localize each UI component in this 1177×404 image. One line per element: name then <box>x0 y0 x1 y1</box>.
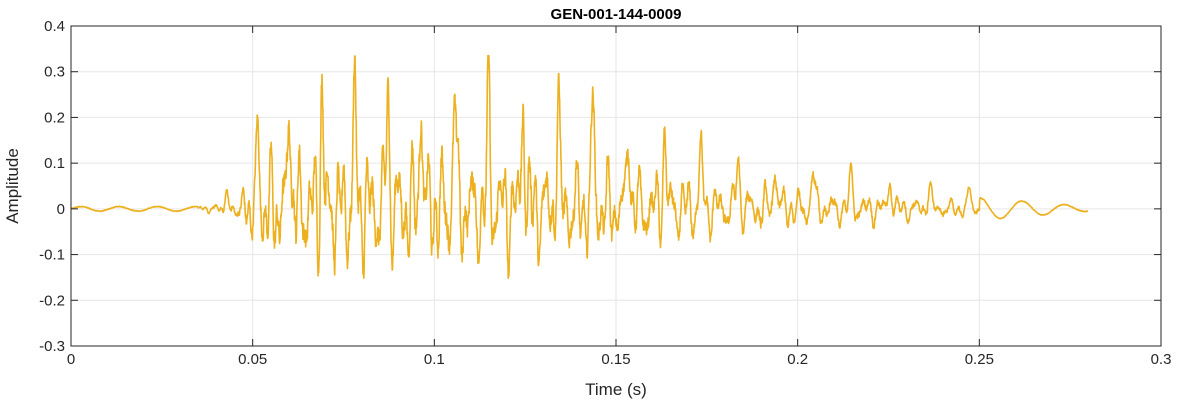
x-tick-label: 0.2 <box>787 351 808 368</box>
x-tick-label: 0.25 <box>965 351 994 368</box>
y-tick-label: 0.3 <box>44 64 65 81</box>
x-tick-label: 0 <box>67 351 75 368</box>
y-tick-label: 0.1 <box>44 155 65 172</box>
waveform-line <box>70 54 1089 280</box>
x-tick-label: 0.1 <box>424 351 445 368</box>
y-tick-label: -0.3 <box>39 338 65 355</box>
tick-marks <box>70 25 1162 347</box>
y-tick-label: 0.2 <box>44 109 65 126</box>
chart-title: GEN-001-144-0009 <box>551 6 682 23</box>
y-axis-label: Amplitude <box>3 148 22 224</box>
series-layer <box>70 54 1089 280</box>
x-tick-label: 0.05 <box>238 351 267 368</box>
y-tick-label: -0.2 <box>39 292 65 309</box>
y-tick-label: 0.4 <box>44 18 65 35</box>
x-tick-label: 0.3 <box>1151 351 1172 368</box>
y-tick-label: 0 <box>57 201 65 218</box>
tick-labels: 0 0.05 0.1 0.15 0.2 0.25 0.3 -0.3 -0.2 -0.1 0 0.1 0.… <box>39 18 1171 368</box>
y-tick-label: -0.1 <box>39 247 65 264</box>
x-tick-label: 0.15 <box>601 351 630 368</box>
x-axis-label: Time (s) <box>585 380 647 399</box>
